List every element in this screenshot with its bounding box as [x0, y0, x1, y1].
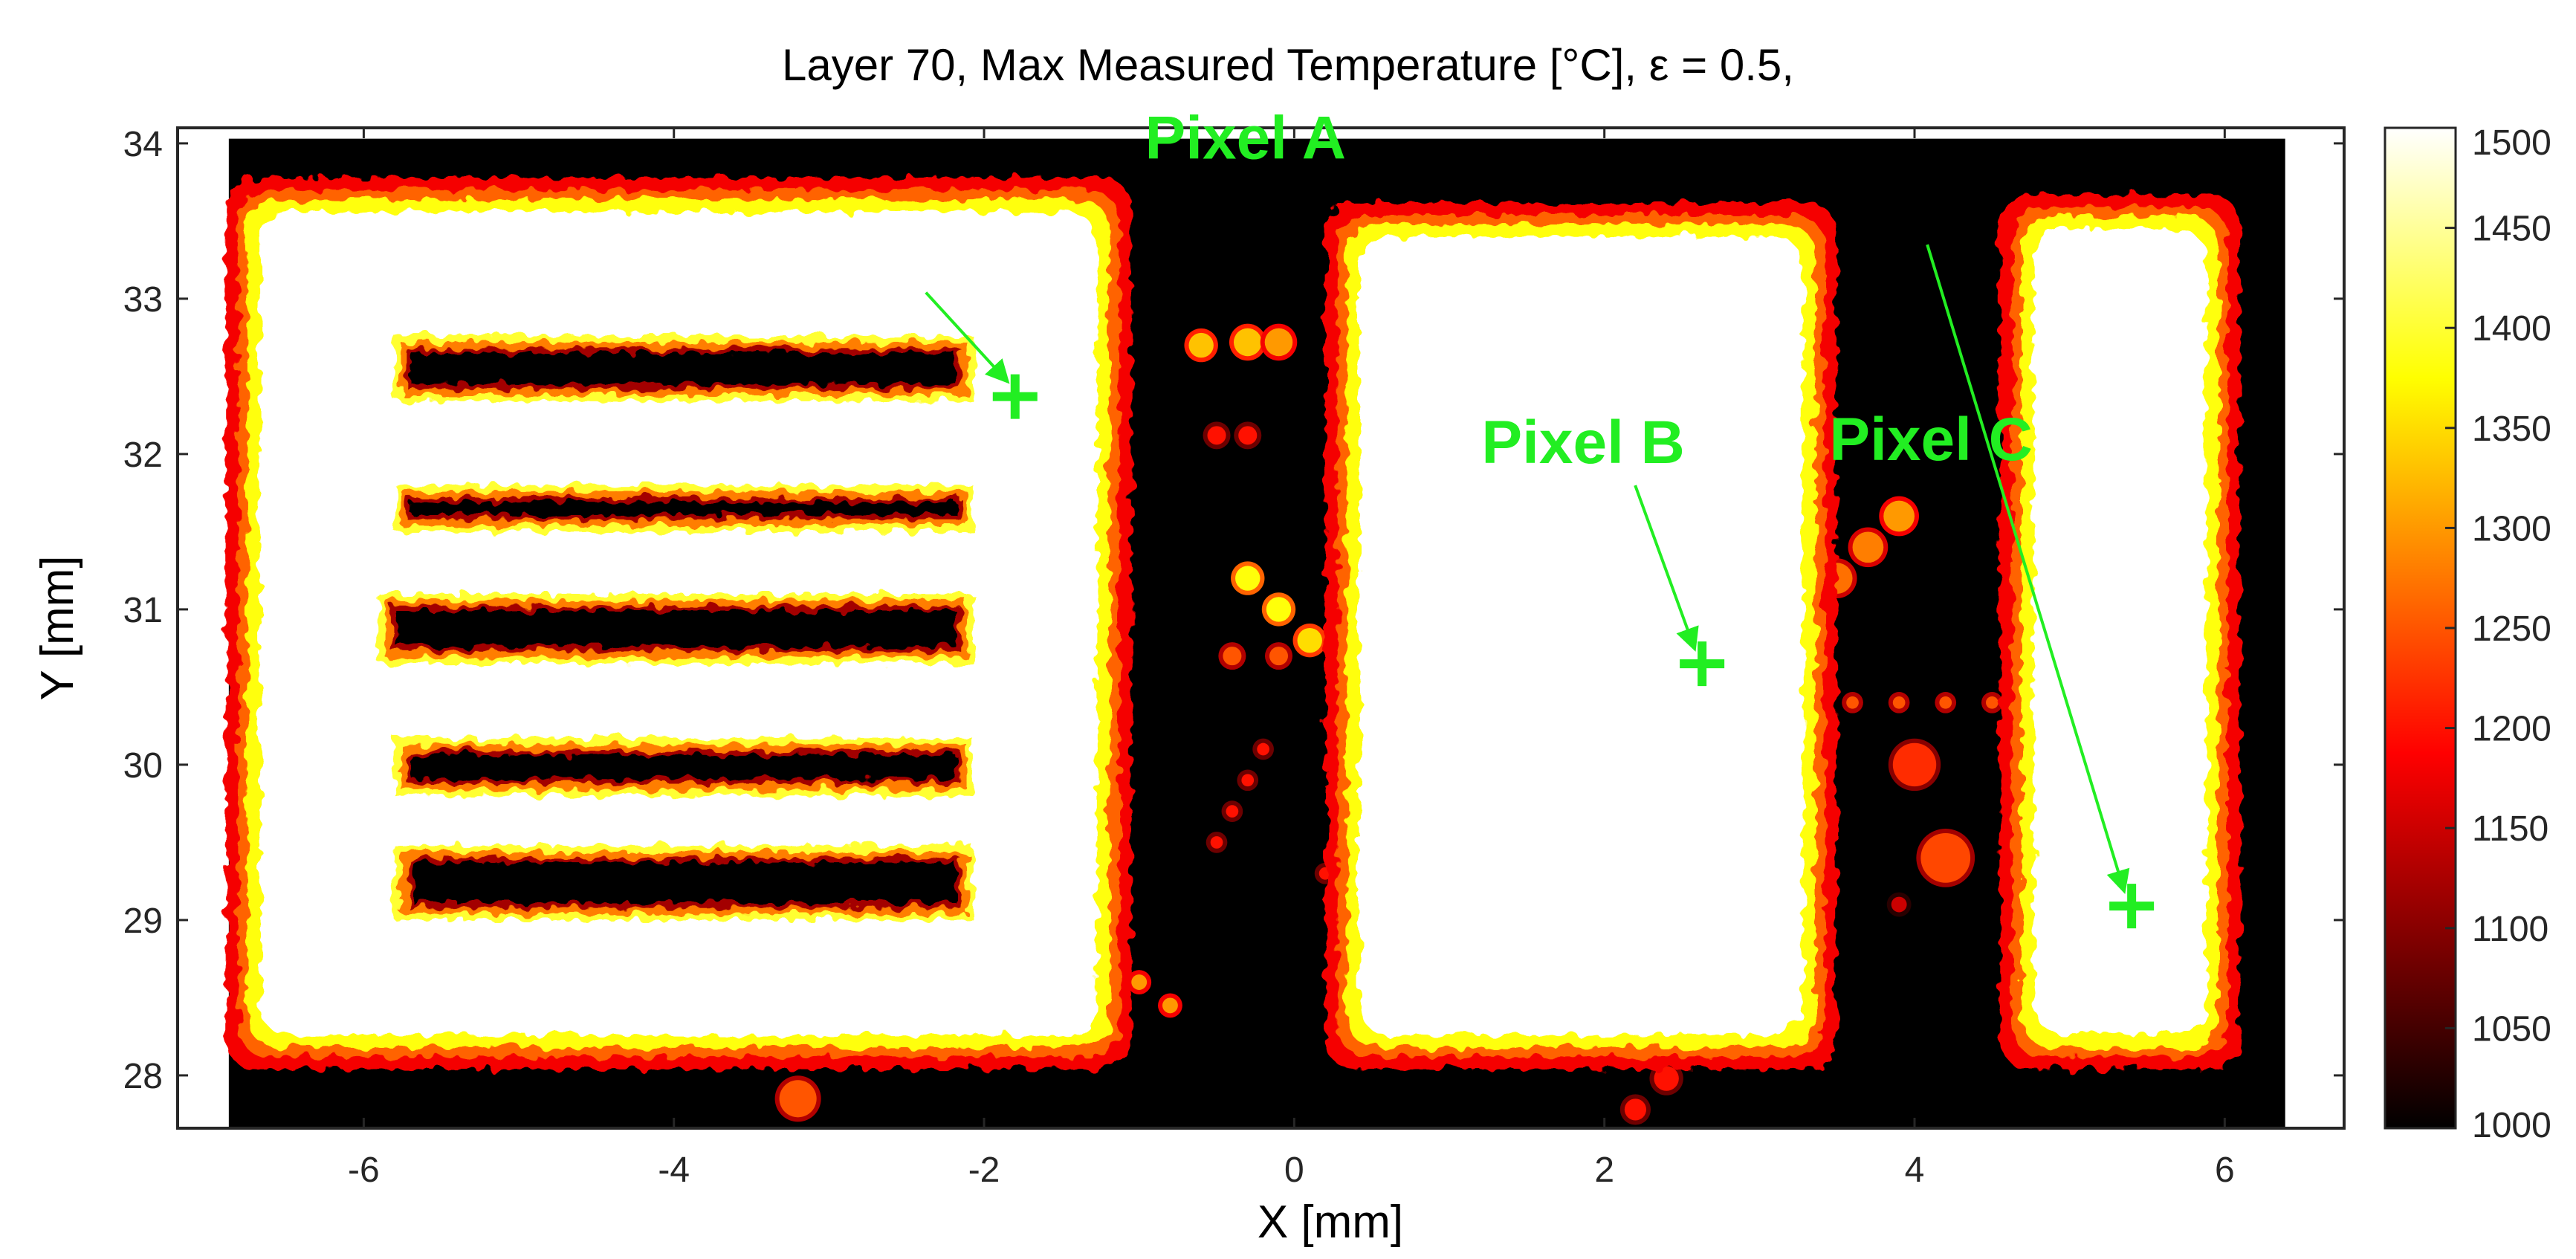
y-tick-label: 33 [123, 280, 163, 320]
spatter-particle [1131, 974, 1148, 990]
x-tick-label: 2 [1594, 1150, 1614, 1190]
slot-layer [396, 611, 957, 647]
spatter-particle [1238, 426, 1258, 445]
plot-frame [176, 126, 2346, 1130]
spatter-particle [1162, 997, 1178, 1014]
pixel-label-b: Pixel B [1481, 409, 1684, 476]
spatter-particle [1883, 500, 1915, 532]
spatter-particle [1920, 832, 1971, 883]
colorbar-tick-label: 1300 [2472, 509, 2551, 548]
pixel-arrow-b [1634, 485, 1699, 652]
y-tick-label: 31 [123, 591, 163, 630]
y-tick-label: 34 [123, 125, 163, 164]
y-tick-label: 32 [123, 436, 163, 475]
pixel-arrow-a [925, 291, 1010, 384]
spatter-particle [1939, 696, 1952, 709]
y-axis-label: Y [mm] [32, 555, 83, 700]
slot-layer [412, 502, 957, 515]
colorbar-tick-label: 1000 [2472, 1106, 2551, 1145]
colorbar-tick-label: 1100 [2472, 910, 2549, 949]
pixel-marker-plus-icon [2109, 884, 2155, 929]
y-tick-label: 30 [123, 746, 163, 786]
plot-area [225, 138, 2285, 1128]
pixel-arrow-c [1926, 244, 2130, 894]
chart-title: Layer 70, Max Measured Temperature [°C],… [782, 40, 1794, 90]
spatter-particle [1210, 836, 1223, 849]
colorbar-tick-label: 1450 [2472, 210, 2551, 249]
spatter-particle [1257, 742, 1269, 756]
colorbar-tick-label: 1400 [2472, 309, 2551, 349]
slot-layer [412, 862, 957, 903]
annotations: Pixel A Pixel B Pixel C [925, 105, 2155, 929]
pixel-label-c: Pixel C [1829, 406, 2032, 473]
x-tick-label: 0 [1284, 1150, 1304, 1190]
colorbar: 1000 1050 1100 1150 1200 1250 1300 1350 1400 1450… [2384, 123, 2551, 1145]
slot-layer [412, 353, 957, 384]
spatter-particle [1846, 696, 1859, 709]
colorbar-tick-label: 1150 [2472, 809, 2549, 849]
y-axis: 28 29 30 31 32 33 34 [123, 125, 2344, 1096]
x-axis-label: X [mm] [1258, 1197, 1403, 1248]
y-tick-label: 29 [123, 902, 163, 941]
x-tick-label: -6 [348, 1150, 380, 1190]
spatter-particle [1892, 742, 1937, 787]
hot-region-layer [2033, 228, 2207, 1035]
spatter-particle [1297, 628, 1322, 653]
y-tick-label: 28 [123, 1057, 163, 1096]
colorbar-gradient [2384, 126, 2457, 1130]
spatter-particle [1207, 426, 1226, 445]
x-tick-label: -4 [658, 1150, 690, 1190]
x-tick-label: -2 [968, 1150, 1000, 1190]
spatter-particle [1223, 647, 1242, 666]
colorbar-tick-label: 1350 [2472, 410, 2551, 449]
spatter-particle [1852, 531, 1884, 563]
pixel-marker-plus-icon [1680, 641, 1725, 687]
spatter-particle [1235, 566, 1261, 591]
spatter-particle [1654, 1066, 1679, 1091]
spatter-particle [1891, 896, 1907, 913]
spatter-particle [779, 1080, 817, 1118]
slot-layer [412, 755, 957, 779]
colorbar-tick-label: 1250 [2472, 609, 2551, 649]
right-part [1999, 194, 2241, 1069]
spatter-particle [1266, 597, 1292, 622]
colorbar-tick-label: 1050 [2472, 1009, 2551, 1049]
spatter-particle [1624, 1098, 1647, 1121]
middle-part [1325, 202, 1837, 1069]
x-axis: -6 -4 -2 0 2 4 6 [348, 128, 2235, 1190]
left-part [225, 177, 1132, 1069]
spatter-particle [1241, 774, 1255, 787]
colorbar-tick-label: 1200 [2472, 710, 2551, 749]
pixel-marker-plus-icon [992, 374, 1038, 419]
spatter-particle [1188, 332, 1214, 358]
hot-region-layer [1359, 236, 1803, 1035]
spatter-particle [1233, 328, 1262, 357]
spatter-particle [1226, 805, 1239, 818]
colorbar-tick-label: 1500 [2472, 123, 2551, 163]
spatter-particle [1892, 696, 1906, 709]
spatter-particle [1985, 696, 1999, 709]
x-tick-label: 6 [2215, 1150, 2235, 1190]
x-tick-label: 4 [1905, 1150, 1925, 1190]
spatter-particle [1264, 328, 1293, 357]
spatter-particle [1269, 647, 1289, 666]
pixel-label-a: Pixel A [1145, 105, 1346, 172]
